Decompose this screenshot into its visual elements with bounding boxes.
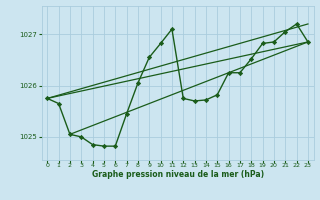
X-axis label: Graphe pression niveau de la mer (hPa): Graphe pression niveau de la mer (hPa)	[92, 170, 264, 179]
